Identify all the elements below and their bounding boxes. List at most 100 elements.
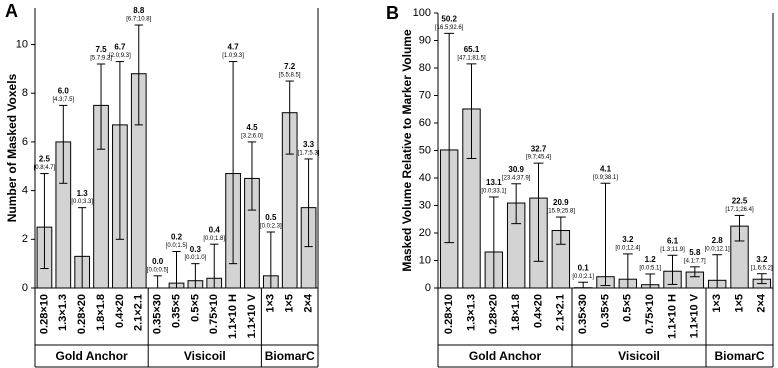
ci-label: [1.7;5.3] [298,151,320,157]
y-tick-label: 2 [22,233,28,245]
ci-label: [3.2;6.0] [241,133,263,139]
value-label: 6.0 [58,87,70,96]
group-label: BiomarC [265,349,315,363]
value-label: 6.7 [114,43,126,52]
value-label: 32.7 [531,144,547,153]
y-tick-label: 60 [419,117,431,129]
ci-label: [0.0;0.5] [147,267,169,273]
ci-label: [4.1;7.7] [684,258,706,264]
x-tick-label: 1.1×10 V [689,293,701,338]
ci-label: [23.4;37.9] [502,175,531,181]
x-tick-label: 1.3×1.3 [57,294,69,331]
ci-label: [0.0;5.1] [639,266,661,272]
value-label: 6.1 [667,236,679,245]
x-tick-label: 1×5 [733,294,745,313]
value-label: 4.5 [246,123,258,132]
y-tick-label: 6 [22,136,28,148]
value-label: 0.1 [578,263,590,272]
value-label: 0.2 [171,233,183,242]
x-tick-label: 1×3 [265,294,277,313]
x-tick-label: 1×5 [284,294,296,313]
ci-label: [1.0;9.3] [222,53,244,59]
value-label: 4.7 [228,43,240,52]
ci-label: [1.3;11.9] [660,247,685,253]
y-tick-label: 0 [425,282,431,294]
x-tick-label: 1.8×1.8 [95,294,107,331]
y-axis-label: Number of Masked Voxels [5,73,19,222]
value-label: 22.5 [732,197,748,206]
value-label: 2.8 [712,236,724,245]
y-tick-label: 10 [419,254,431,266]
value-label: 50.2 [441,14,457,23]
value-label: 2.5 [39,155,51,164]
x-tick-label: 0.5×5 [189,294,201,322]
value-label: 1.3 [77,189,89,198]
y-tick-label: 100 [413,7,431,19]
y-tick-label: 8 [22,87,28,99]
y-tick-label: 0 [22,282,28,294]
y-tick-label: 20 [419,227,431,239]
x-tick-label: 1.1×10 H [666,294,678,339]
value-label: 30.9 [508,165,524,174]
ci-label: [5.7;9.2] [90,56,112,62]
value-label: 7.2 [284,62,296,71]
ci-label: [0.0;12.1] [705,246,730,252]
ci-label: [0.8;4.7] [34,165,56,171]
x-tick-label: 0.28×10 [443,294,455,334]
group-label: BiomarC [714,349,764,363]
ci-label: [0.0;2.3] [260,224,282,230]
group-label: Visicoil [184,349,226,363]
value-label: 0.5 [265,213,277,222]
ci-label: [1.6;5.2] [751,265,773,271]
value-label: 0.3 [190,245,202,254]
value-label: 7.5 [95,45,107,54]
x-tick-label: 0.28×20 [76,294,88,334]
y-tick-label: 70 [419,89,431,101]
x-tick-label: 2.1×2.1 [555,294,567,331]
ci-label: [0.0;12.4] [615,245,640,251]
x-tick-label: 0.28×20 [488,294,500,334]
x-tick-label: 1.8×1.8 [510,294,522,331]
ci-label: [5.5;8.5] [279,73,301,79]
group-label: Visicoil [618,349,660,363]
ci-label: [0.0;1.8] [203,236,225,242]
value-label: 3.2 [622,235,634,244]
value-label: 0.0 [152,257,164,266]
x-tick-label: 0.4×20 [532,294,544,328]
y-tick-label: 40 [419,172,431,184]
x-tick-label: 2×4 [756,293,768,313]
value-label: 3.2 [756,255,768,264]
x-tick-label: 0.75×10 [208,294,220,334]
ci-label: [0.0;2.1] [572,274,594,280]
y-tick-label: 80 [419,62,431,74]
value-label: 1.2 [645,255,657,264]
value-label: 0.4 [209,225,221,234]
ci-label: [2.0;9.3] [109,53,131,59]
x-tick-label: 0.75×10 [644,294,656,334]
value-label: 3.3 [303,140,315,149]
y-tick-label: 90 [419,34,431,46]
group-label: Gold Anchor [469,349,542,363]
x-tick-label: 1.1×10 V [246,293,258,338]
ci-label: [6.7;10.8] [126,17,151,23]
value-label: 20.9 [553,198,569,207]
y-tick-label: 30 [419,199,431,211]
value-label: 4.1 [600,164,612,173]
x-tick-label: 0.28×10 [38,294,50,334]
ci-label: [4.3;7.5] [52,97,74,103]
panel-label: B [386,3,399,23]
ci-label: [17.1;26.4] [725,207,754,213]
y-tick-label: 50 [419,144,431,156]
x-tick-label: 0.5×5 [622,294,634,322]
ci-label: [9.7;45.4] [526,155,551,161]
value-label: 8.8 [133,6,145,15]
ci-label: [0.9;38.1] [593,175,618,181]
ci-label: [0.0;1.5] [166,243,188,249]
x-tick-label: 0.35×30 [577,294,589,334]
ci-label: [0.0;33.1] [481,189,506,195]
ci-label: [47.1;81.5] [457,55,486,61]
x-tick-label: 1.1×10 H [227,294,239,339]
y-tick-label: 4 [22,185,28,197]
x-tick-label: 2×4 [302,293,314,313]
